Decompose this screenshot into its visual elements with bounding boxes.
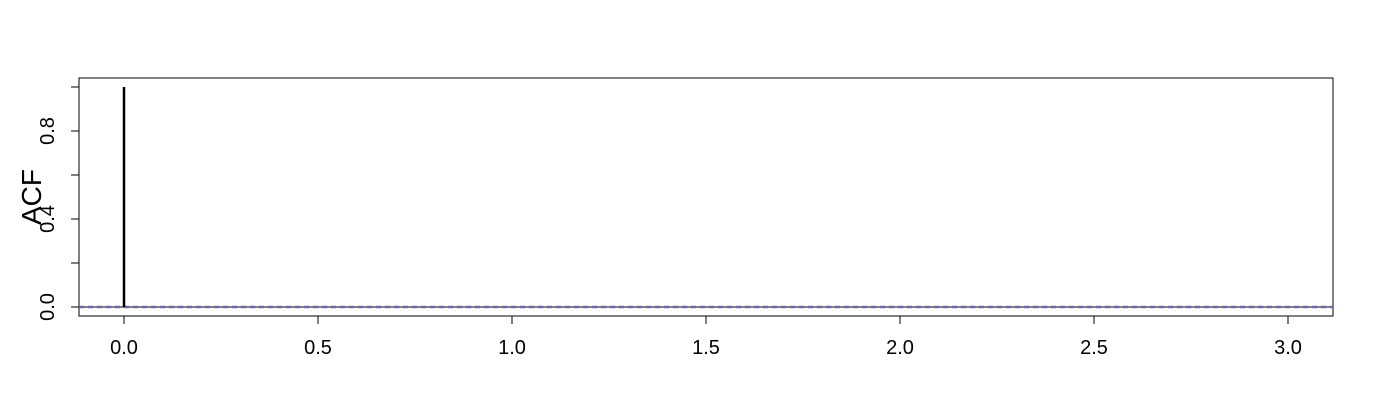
- x-tick-label: 2.0: [886, 337, 914, 359]
- x-tick-label: 0.0: [110, 337, 138, 359]
- y-tick-label: 0.8: [37, 117, 59, 145]
- x-tick-label: 3.0: [1274, 337, 1302, 359]
- y-axis-title: ACF: [16, 169, 47, 225]
- y-axis: 0.0 0.4 0.8: [37, 86, 80, 321]
- y-tick-label: 0.4: [37, 205, 59, 233]
- plot-frame: [78, 77, 1334, 317]
- acf-marks: [79, 87, 1333, 309]
- x-tick-label: 1.0: [498, 337, 526, 359]
- y-tick-label: 0.0: [37, 293, 59, 321]
- x-tick-label: 1.5: [692, 337, 720, 359]
- x-axis: 0.0 0.5 1.0 1.5 2.0 2.5 3.0: [110, 315, 1302, 359]
- x-tick-label: 2.5: [1080, 337, 1108, 359]
- x-tick-label: 0.5: [304, 337, 332, 359]
